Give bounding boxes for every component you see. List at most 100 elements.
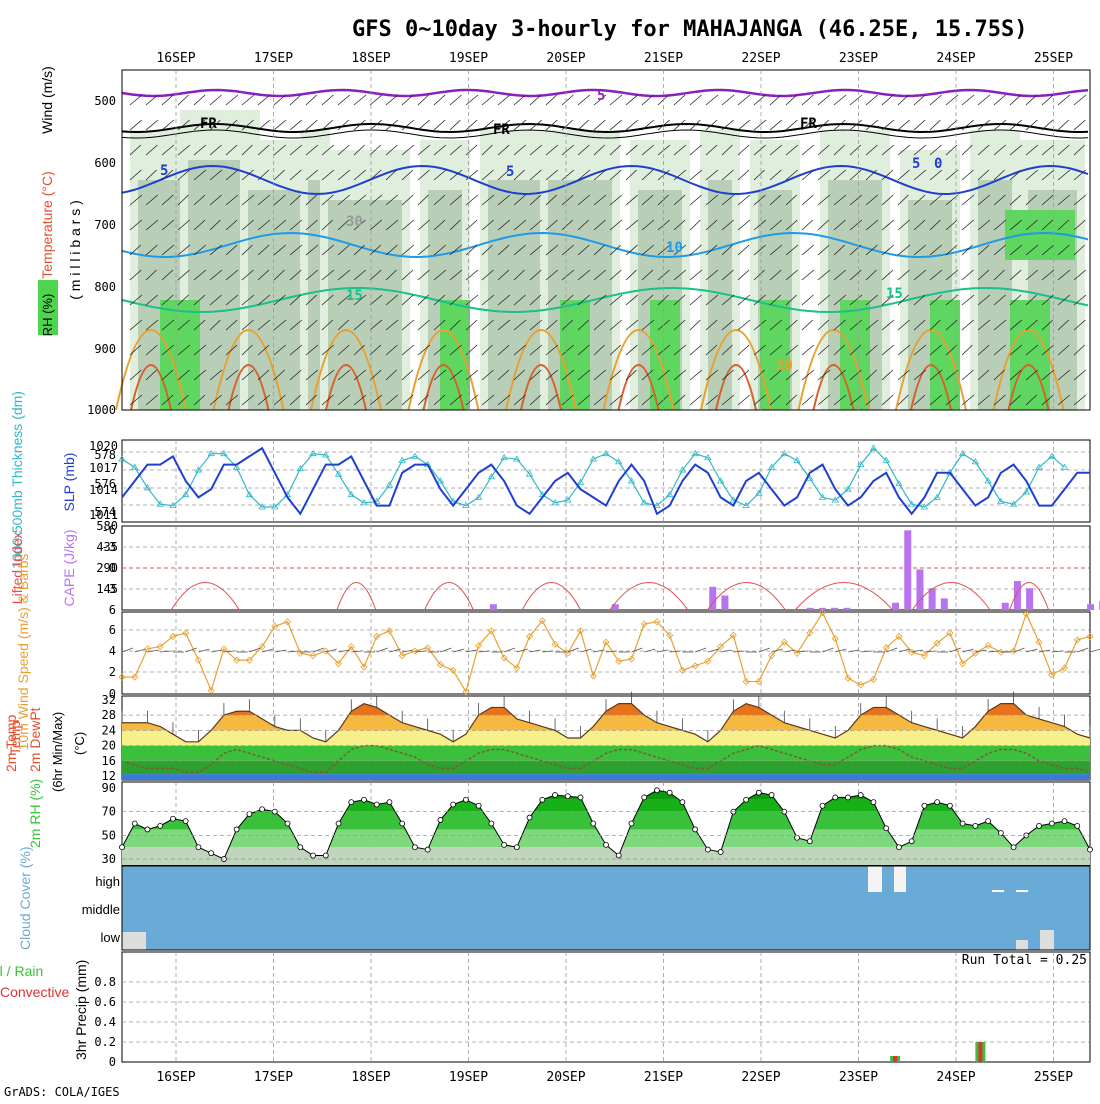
wind-barb xyxy=(497,344,510,356)
rh-point xyxy=(450,801,457,808)
wind-barb xyxy=(897,169,910,181)
wind-barb xyxy=(177,394,189,406)
contour-20 xyxy=(407,329,480,411)
rh-point xyxy=(424,846,431,853)
wind-barb xyxy=(625,169,637,181)
wind-barb xyxy=(673,144,687,156)
wind-barb xyxy=(705,144,718,156)
wind-barb xyxy=(913,119,926,131)
wind-barb xyxy=(273,169,285,181)
rh-shading-mid xyxy=(308,180,322,410)
wind-barb xyxy=(689,144,702,156)
wind-barb xyxy=(129,294,143,306)
contour-label: 10 xyxy=(666,240,683,256)
wind-speed-point xyxy=(1086,632,1094,641)
wind-barb xyxy=(401,319,415,331)
wind-barb xyxy=(289,144,303,156)
slp-tick: 1014 xyxy=(89,483,118,497)
wind-barb xyxy=(193,369,207,381)
wind-barb xyxy=(785,294,797,306)
li-tick: -3 xyxy=(102,540,116,554)
wind-barb xyxy=(849,144,862,156)
wind-barb xyxy=(737,369,750,381)
wind-barb xyxy=(177,369,190,381)
cape-bar xyxy=(1026,588,1034,610)
top-date-label: 24SEP xyxy=(936,51,975,66)
wind10m-barb xyxy=(835,648,847,653)
wind-barb xyxy=(961,369,974,381)
wind-barb xyxy=(161,244,175,256)
wind-speed-point xyxy=(640,620,648,628)
wind-barb xyxy=(913,169,927,181)
contour-label: 5 xyxy=(597,88,605,104)
rh-band xyxy=(122,790,1090,800)
wind-barb xyxy=(337,344,350,356)
wind-barb xyxy=(753,169,765,181)
wind-barb xyxy=(1009,394,1022,406)
wind-barb xyxy=(945,219,958,231)
wind-barb xyxy=(865,169,877,181)
rh-point xyxy=(284,820,291,827)
precip-tick: 0 xyxy=(109,1055,116,1069)
wind-barb xyxy=(593,319,606,331)
cape-bar xyxy=(843,607,851,610)
lifted-index-line xyxy=(911,582,991,611)
wind-barb xyxy=(1057,394,1071,406)
top-date-label: 18SEP xyxy=(351,51,390,66)
wind-barb xyxy=(481,219,494,231)
contour-20 xyxy=(602,329,675,411)
wind-barb xyxy=(353,269,366,281)
wind-barb xyxy=(257,394,271,406)
rh-point xyxy=(513,844,520,851)
wind-speed-point xyxy=(182,629,190,637)
wind-barb xyxy=(529,219,543,231)
wind-barb xyxy=(241,369,254,381)
wind10m-barb xyxy=(312,647,325,653)
contour-20 xyxy=(797,329,870,411)
wind-barb xyxy=(241,294,255,306)
wind-barb xyxy=(193,219,206,231)
wind-barb xyxy=(369,344,382,356)
wind10m-barb xyxy=(516,648,528,653)
wind-barb xyxy=(369,294,383,306)
wind-speed-point xyxy=(971,649,979,657)
wind-barb xyxy=(177,169,190,181)
wind-barb xyxy=(689,344,702,356)
wind-barb xyxy=(961,394,975,406)
wind-barb xyxy=(721,169,734,181)
wind-barb xyxy=(337,194,351,206)
wind-barb xyxy=(129,269,142,281)
wind-barb xyxy=(929,219,941,231)
wind-barb xyxy=(529,344,543,356)
wind-barb xyxy=(993,119,1007,131)
wind-barb xyxy=(465,294,479,306)
wind-barb xyxy=(449,319,461,331)
wind-barb xyxy=(769,219,783,231)
thickness-point xyxy=(232,463,241,470)
wind10m-barb xyxy=(402,649,414,653)
wind-barb xyxy=(321,144,335,156)
wind-barb xyxy=(289,194,302,206)
rh-point xyxy=(399,820,406,827)
wind-barb xyxy=(561,194,574,206)
bottom-date-label: 24SEP xyxy=(936,1070,975,1085)
wind-barb xyxy=(193,119,206,131)
wind-barb xyxy=(945,319,958,331)
wind-barb xyxy=(817,294,831,306)
wind-speed-point xyxy=(1073,636,1081,644)
wind-speed-point xyxy=(589,672,597,680)
wind-barb xyxy=(177,269,190,281)
thickness-point xyxy=(181,490,190,498)
wind-barb xyxy=(817,94,831,106)
bottom-date-label: 18SEP xyxy=(351,1070,390,1085)
wind-barb xyxy=(721,244,733,256)
wind-barb xyxy=(273,194,286,206)
wind-barb xyxy=(657,144,671,156)
wind-barb xyxy=(737,169,750,181)
rh-point xyxy=(539,796,546,803)
wind-barb xyxy=(641,244,655,256)
wind-barb xyxy=(385,269,397,281)
wind-barb xyxy=(289,94,302,106)
wind-barb xyxy=(529,269,542,281)
wind-barb xyxy=(993,94,1006,106)
